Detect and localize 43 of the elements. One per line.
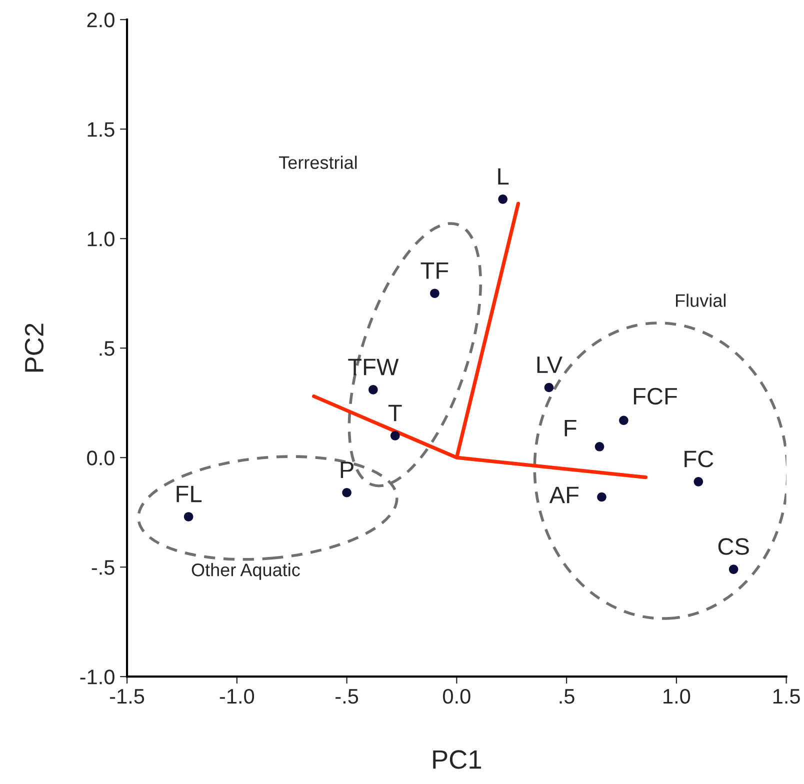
y-tick-label: 1.0	[88, 232, 114, 246]
annotation: Other Aquatic	[192, 563, 300, 580]
x-tick-label: 0.0	[443, 688, 470, 704]
y-tick-label: -1.0	[80, 670, 114, 684]
point	[544, 382, 554, 392]
point	[342, 488, 352, 498]
point	[498, 194, 508, 204]
annotation: L	[498, 168, 509, 185]
y-axis-title: PC2	[24, 324, 44, 372]
y-tick-label: 0.0	[87, 450, 114, 466]
annotation: LV	[537, 356, 562, 373]
y-tick-label: 1.5	[88, 122, 114, 137]
annotation: F	[564, 420, 576, 436]
annotation: Terrestrial	[279, 156, 357, 169]
y-tick-label: 2.0	[87, 12, 114, 28]
x-tick-label: -1.5	[110, 689, 144, 704]
annotation: TF	[420, 262, 448, 279]
y-tick-label: -.5	[92, 560, 114, 575]
x-tick-label: -1.0	[220, 688, 254, 704]
y-tick-label: .5	[100, 341, 114, 356]
x-tick-label: 1.5	[773, 689, 800, 704]
point	[597, 492, 606, 502]
point	[430, 288, 440, 298]
point	[619, 416, 628, 426]
point	[694, 477, 704, 486]
annotation: FC	[684, 450, 714, 468]
annotation: AF	[549, 486, 579, 504]
annotation: T	[388, 404, 402, 422]
x-tick-label: 1.0	[664, 688, 690, 704]
point	[368, 385, 378, 394]
annotation: CS	[718, 538, 749, 555]
x-tick-label: -.5	[336, 689, 358, 704]
x-tick-label: .5	[560, 689, 574, 704]
x-axis-title: PC1	[433, 750, 482, 769]
annotation: Fluvial	[676, 294, 726, 307]
annotation: FCF	[634, 388, 677, 405]
point	[728, 564, 738, 574]
point	[184, 512, 194, 522]
point	[390, 431, 400, 440]
annotation: P	[340, 462, 354, 478]
point	[594, 442, 604, 452]
annotation: FL	[176, 486, 202, 502]
annotation: TFW	[348, 358, 399, 376]
